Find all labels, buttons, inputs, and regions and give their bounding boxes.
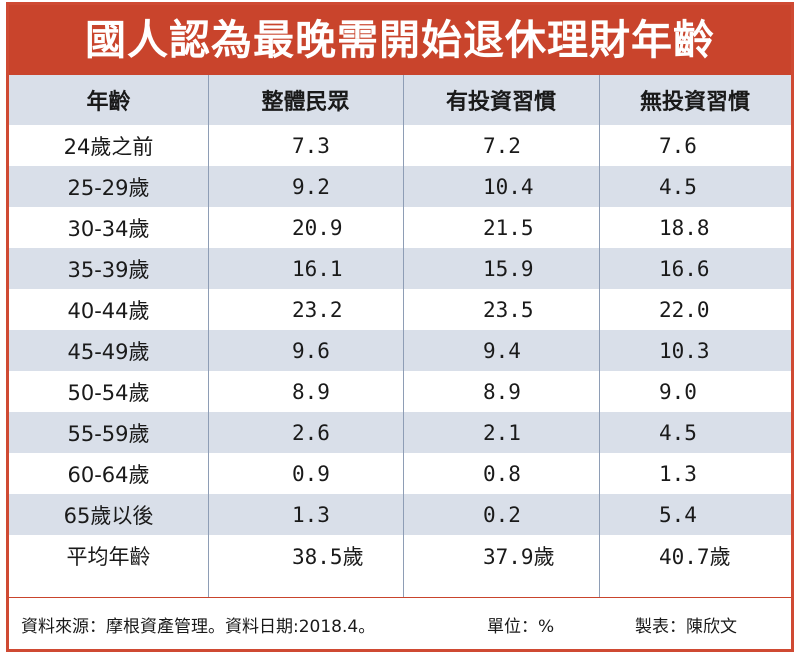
table-frame: 國人認為最晚需開始退休理財年齡 年齡 整體民眾 有投資習慣 無投資習慣 24歲之… [6,2,794,652]
source-note: 資料來源：摩根資產管理。資料日期:2018.4。 [21,617,376,637]
column-divider [599,75,600,597]
table-row: 60-64歲 0.9 0.8 1.3 [9,453,791,494]
column-divider [403,75,404,597]
overall-cell: 0.9 [292,461,330,486]
overall-cell: 8.9 [292,379,330,404]
header-not-investing: 無投資習慣 [639,90,750,115]
age-cell: 45-49歲 [67,339,150,364]
unit-note: 單位：% [487,617,555,637]
footer: 資料來源：摩根資產管理。資料日期:2018.4。 單位：% 製表：陳欣文 [9,597,791,650]
page-title: 國人認為最晚需開始退休理財年齡 [85,16,715,64]
table-row: 65歲以後 1.3 0.2 5.4 [9,494,791,535]
not-investing-cell: 5.4 [659,502,697,527]
investing-cell: 37.9歲 [483,544,555,569]
age-cell: 30-34歲 [67,216,150,241]
maker-credit: 製表：陳欣文 [635,617,737,637]
investing-cell: 9.4 [483,338,521,363]
investing-cell: 0.8 [483,461,521,486]
header-investing: 有投資習慣 [445,90,556,115]
not-investing-cell: 9.0 [659,379,697,404]
not-investing-cell: 40.7歲 [659,544,731,569]
age-cell: 平均年齡 [66,544,151,569]
age-cell: 50-54歲 [67,380,150,405]
table-row: 24歲之前 7.3 7.2 7.6 [9,125,791,166]
table-row: 50-54歲 8.9 8.9 9.0 [9,371,791,412]
investing-cell: 7.2 [483,133,521,158]
age-cell: 65歲以後 [63,503,154,528]
table-header: 年齡 整體民眾 有投資習慣 無投資習慣 [9,75,791,125]
investing-cell: 2.1 [483,420,521,445]
overall-cell: 1.3 [292,502,330,527]
age-cell: 25-29歲 [67,175,150,200]
table-row: 40-44歲 23.2 23.5 22.0 [9,289,791,330]
investing-cell: 8.9 [483,379,521,404]
overall-cell: 9.6 [292,338,330,363]
not-investing-cell: 1.3 [659,461,697,486]
overall-cell: 7.3 [292,133,330,158]
overall-cell: 38.5歲 [292,544,364,569]
age-cell: 55-59歲 [67,421,150,446]
investing-cell: 0.2 [483,502,521,527]
not-investing-cell: 10.3 [659,338,710,363]
not-investing-cell: 18.8 [659,215,710,240]
age-cell: 24歲之前 [63,134,154,159]
overall-cell: 20.9 [292,215,343,240]
header-overall: 整體民眾 [261,90,350,115]
table-row: 55-59歲 2.6 2.1 4.5 [9,412,791,453]
table-row-average: 平均年齡 38.5歲 37.9歲 40.7歲 [9,535,791,576]
not-investing-cell: 16.6 [659,256,710,281]
overall-cell: 9.2 [292,174,330,199]
investing-cell: 15.9 [483,256,534,281]
age-cell: 60-64歲 [67,462,150,487]
age-cell: 40-44歲 [67,298,150,323]
age-cell: 35-39歲 [67,257,150,282]
table-row: 30-34歲 20.9 21.5 18.8 [9,207,791,248]
header-age: 年齡 [86,90,131,115]
not-investing-cell: 22.0 [659,297,710,322]
investing-cell: 23.5 [483,297,534,322]
investing-cell: 21.5 [483,215,534,240]
overall-cell: 16.1 [292,256,343,281]
not-investing-cell: 4.5 [659,174,697,199]
not-investing-cell: 7.6 [659,133,697,158]
overall-cell: 23.2 [292,297,343,322]
not-investing-cell: 4.5 [659,420,697,445]
table-row: 35-39歲 16.1 15.9 16.6 [9,248,791,289]
table-row: 45-49歲 9.6 9.4 10.3 [9,330,791,371]
overall-cell: 2.6 [292,420,330,445]
column-divider [208,75,209,597]
title-bar: 國人認為最晚需開始退休理財年齡 [9,5,791,75]
investing-cell: 10.4 [483,174,534,199]
table-row: 25-29歲 9.2 10.4 4.5 [9,166,791,207]
